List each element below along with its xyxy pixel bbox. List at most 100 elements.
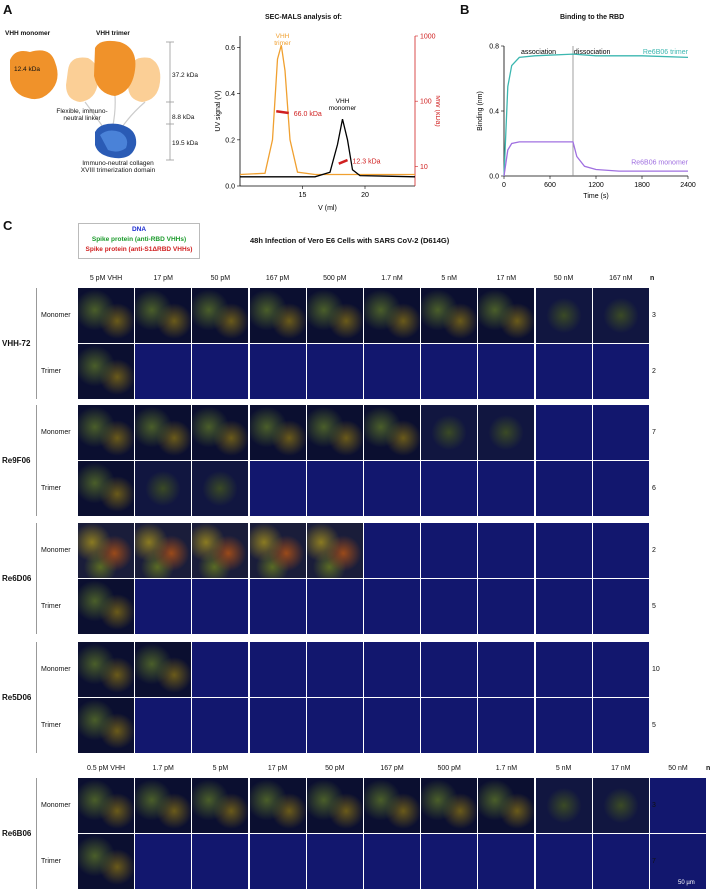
bind-xtick-label: 1200 bbox=[588, 182, 604, 189]
legend-dna: DNA bbox=[131, 226, 147, 233]
bind-ylabel: Binding (nm) bbox=[477, 91, 484, 131]
panel-label-a: A bbox=[3, 2, 13, 17]
sec-y2label: MW (kDa) bbox=[434, 95, 440, 127]
n-value: 7 bbox=[652, 858, 656, 865]
trimer-tile bbox=[421, 579, 478, 634]
sec-mals-chart: 0.0 0.2 0.4 0.6 15 20 10 100 1000 V (ml) UV signal… bbox=[215, 33, 440, 212]
monomer-tile bbox=[421, 778, 478, 833]
col-header-2: 167 pM bbox=[380, 765, 404, 772]
trimer-tile bbox=[421, 834, 478, 889]
monomer-tile bbox=[592, 642, 649, 697]
bind-association-label: association bbox=[521, 49, 556, 56]
trimer-tile bbox=[249, 579, 306, 634]
group-bracket bbox=[36, 288, 37, 399]
row-label-trimer: Trimer bbox=[41, 485, 61, 492]
monomer-tile bbox=[135, 642, 192, 697]
trimer-lobe-front bbox=[94, 40, 136, 96]
monomer-tile bbox=[650, 778, 706, 833]
monomer-tile bbox=[421, 642, 478, 697]
bind-legend-trimer: Re6B06 trimer bbox=[643, 49, 689, 56]
trimer-tile bbox=[306, 834, 363, 889]
sec-mw-trimer bbox=[276, 110, 289, 115]
monomer-tile bbox=[306, 642, 363, 697]
monomer-tile bbox=[364, 288, 420, 343]
monomer-tile bbox=[78, 288, 134, 343]
col-header: 1.7 nM bbox=[381, 275, 403, 282]
monomer-tile bbox=[135, 288, 192, 343]
trimer-tile bbox=[192, 834, 249, 889]
monomer-tile bbox=[421, 405, 478, 460]
col-header-2: 5 nM bbox=[555, 765, 572, 772]
sec-xtick-label: 15 bbox=[299, 192, 307, 199]
scale-bar-label: 50 µm bbox=[678, 880, 695, 886]
monomer-tile bbox=[192, 405, 249, 460]
col-header: 50 pM bbox=[210, 275, 231, 282]
monomer-tile bbox=[535, 523, 592, 578]
panel-label-c: C bbox=[3, 218, 13, 233]
sec-y2tick-label: 1000 bbox=[420, 34, 436, 41]
bind-legend-monomer: Re6B06 monomer bbox=[631, 160, 688, 167]
row-label-trimer: Trimer bbox=[41, 368, 61, 375]
trimer-lobe-left bbox=[66, 57, 99, 102]
trimer-tile bbox=[135, 698, 192, 753]
sec-xlabel: V (ml) bbox=[318, 205, 337, 212]
monomer-tile bbox=[192, 778, 249, 833]
n-value: 2 bbox=[652, 547, 656, 554]
trimer-tile bbox=[364, 698, 420, 753]
bind-ytick-label: 0.0 bbox=[489, 174, 499, 181]
bind-series-0 bbox=[503, 53, 689, 177]
monomer-tile bbox=[592, 778, 649, 833]
col-header-2: 1.7 pM bbox=[152, 765, 174, 772]
sec-ytick-label: 0.4 bbox=[225, 91, 235, 98]
group-label: Re6B06 bbox=[2, 828, 32, 838]
trimer-tile bbox=[535, 834, 592, 889]
n-header: n bbox=[650, 275, 655, 282]
monomer-tile bbox=[478, 288, 535, 343]
trimer-tile bbox=[249, 344, 306, 399]
sec-series-1 bbox=[240, 118, 416, 178]
monomer-tile bbox=[306, 523, 363, 578]
trimer-tile bbox=[192, 344, 249, 399]
binding-title: Binding to the RBD bbox=[560, 14, 625, 21]
trimer-tile bbox=[306, 579, 363, 634]
vhh-schematic bbox=[10, 40, 174, 161]
trimer-tile bbox=[192, 461, 249, 516]
panel-c-title: 48h Infection of Vero E6 Cells with SARS… bbox=[250, 236, 450, 245]
row-label-monomer: Monomer bbox=[41, 547, 71, 554]
col-header-2: 50 nM bbox=[668, 765, 688, 772]
col-header-2: 50 pM bbox=[325, 765, 345, 772]
sec-y2tick-label: 100 bbox=[420, 99, 432, 106]
panel-label-b: B bbox=[460, 2, 470, 17]
monomer-tile bbox=[592, 288, 649, 343]
trimer-tile bbox=[306, 461, 363, 516]
group-label: VHH-72 bbox=[2, 338, 31, 348]
size-label-3: 19.5 kDa bbox=[172, 140, 199, 147]
monomer-tile bbox=[306, 778, 363, 833]
col-header-2: 0.5 pM VHH bbox=[86, 765, 126, 772]
domain-label: Immuno-neutral collagen XVIII trimerizat… bbox=[80, 160, 156, 174]
stain-legend: DNA Spike protein (anti-RBD VHHs) Spike … bbox=[78, 223, 200, 259]
monomer-kda: 12.4 kDa bbox=[14, 66, 41, 73]
trimer-tile bbox=[306, 344, 363, 399]
trimer-tile bbox=[249, 461, 306, 516]
bind-series-1 bbox=[503, 141, 688, 177]
sec-title: SEC-MALS analysis of: bbox=[265, 14, 343, 21]
trimer-tile bbox=[478, 834, 535, 889]
n-value: 5 bbox=[652, 603, 656, 610]
monomer-title: VHH monomer bbox=[5, 30, 51, 37]
trimer-tile bbox=[592, 698, 649, 753]
group-bracket bbox=[36, 523, 37, 634]
col-header: 5 nM bbox=[441, 275, 457, 282]
size-label-2: 8.8 kDa bbox=[172, 114, 195, 121]
monomer-tile bbox=[592, 523, 649, 578]
trimer-tile bbox=[135, 344, 192, 399]
trimer-tile bbox=[478, 344, 535, 399]
trimer-tile bbox=[306, 698, 363, 753]
monomer-tile bbox=[249, 642, 306, 697]
trimer-tile bbox=[650, 834, 706, 889]
bind-xtick-label: 600 bbox=[544, 182, 556, 189]
group-label: Re6D06 bbox=[2, 573, 32, 583]
trimer-title: VHH trimer bbox=[96, 30, 130, 37]
col-header: 17 pM bbox=[153, 275, 173, 282]
